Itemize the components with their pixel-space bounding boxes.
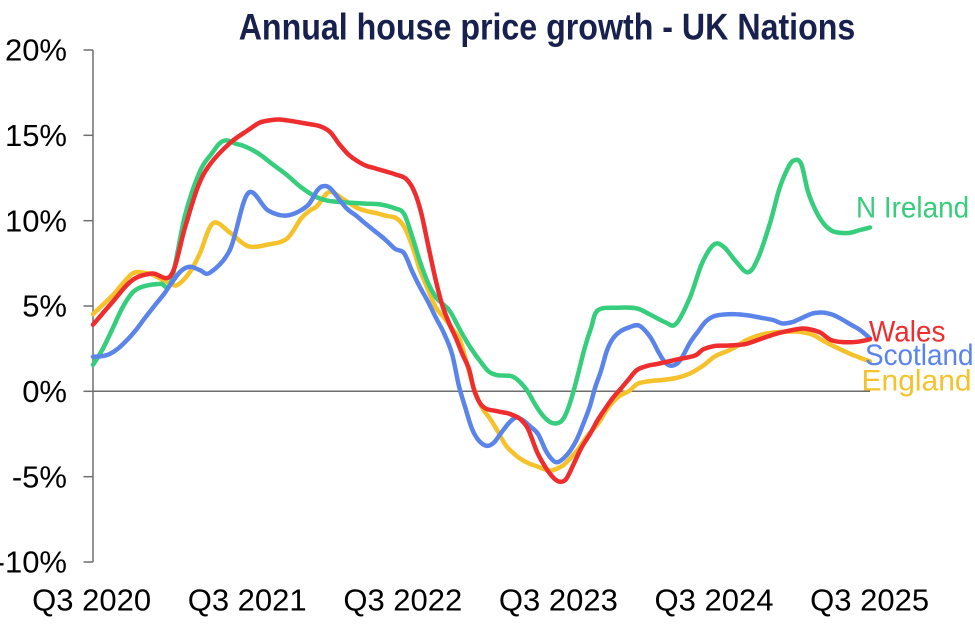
svg-text:Q3 2024: Q3 2024: [655, 583, 774, 618]
svg-text:Q3 2025: Q3 2025: [810, 583, 929, 618]
svg-text:Q3 2021: Q3 2021: [188, 583, 307, 618]
svg-text:-10%: -10%: [0, 545, 67, 580]
svg-text:0%: 0%: [22, 374, 67, 409]
svg-text:Annual house price growth - UK: Annual house price growth - UK Nations: [239, 7, 856, 48]
svg-text:Wales: Wales: [869, 316, 945, 349]
svg-text:Q3 2020: Q3 2020: [32, 583, 151, 618]
svg-text:England: England: [862, 365, 972, 398]
svg-text:20%: 20%: [5, 33, 67, 68]
svg-text:-5%: -5%: [12, 459, 67, 494]
svg-text:N Ireland: N Ireland: [856, 192, 969, 225]
svg-text:Scotland: Scotland: [865, 339, 974, 372]
svg-text:10%: 10%: [5, 203, 67, 238]
svg-text:Q3 2022: Q3 2022: [343, 583, 462, 618]
svg-text:5%: 5%: [22, 289, 67, 324]
svg-text:Q3 2023: Q3 2023: [499, 583, 618, 618]
svg-text:15%: 15%: [5, 118, 67, 153]
